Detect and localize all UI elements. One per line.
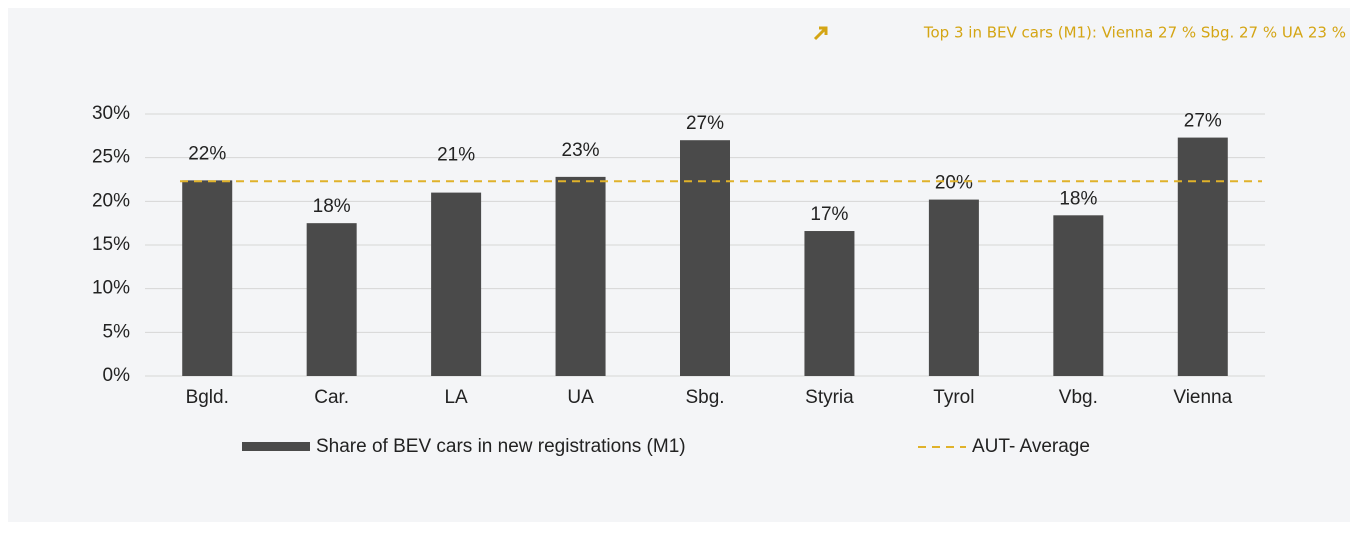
x-tick-label: Bgld.	[186, 387, 229, 408]
value-label: 18%	[313, 196, 351, 217]
value-label: 20%	[935, 173, 973, 194]
x-tick-label: Vienna	[1173, 387, 1232, 408]
x-tick-label: UA	[567, 387, 594, 408]
bar	[431, 192, 482, 376]
x-tick-label: Vbg.	[1059, 387, 1098, 408]
legend-swatch	[242, 442, 310, 451]
value-label: 17%	[810, 204, 848, 225]
y-tick-label: 25%	[92, 147, 130, 168]
arrow-icon	[813, 26, 828, 41]
legend-label: AUT- Average	[972, 436, 1090, 457]
annotation: Top 3 in BEV cars (M1): Vienna 27 % Sbg.…	[923, 24, 1346, 42]
y-tick-label: 5%	[103, 321, 131, 342]
bar	[804, 231, 855, 376]
y-tick-label: 10%	[92, 278, 130, 299]
value-label: 22%	[188, 143, 226, 164]
y-tick-label: 20%	[92, 190, 130, 211]
bar	[1177, 137, 1228, 376]
bar	[680, 140, 730, 376]
x-tick-label: Tyrol	[933, 387, 974, 408]
bar	[306, 223, 357, 376]
x-tick-label: Sbg.	[685, 387, 724, 408]
bar	[182, 180, 233, 376]
value-label: 23%	[562, 140, 600, 161]
bar	[555, 176, 606, 376]
x-tick-label: LA	[444, 387, 468, 408]
value-label: 27%	[686, 113, 724, 134]
y-tick-label: 0%	[103, 365, 131, 386]
y-tick-label: 30%	[92, 103, 130, 124]
x-tick-label: Styria	[805, 387, 854, 408]
bar	[1053, 215, 1104, 376]
value-label: 18%	[1059, 188, 1097, 209]
x-tick-label: Car.	[314, 387, 349, 408]
value-label: 27%	[1184, 111, 1222, 132]
y-tick-label: 15%	[92, 234, 130, 255]
value-label: 21%	[437, 144, 475, 165]
legend-label: Share of BEV cars in new registrations (…	[316, 436, 686, 457]
bar	[928, 199, 979, 376]
